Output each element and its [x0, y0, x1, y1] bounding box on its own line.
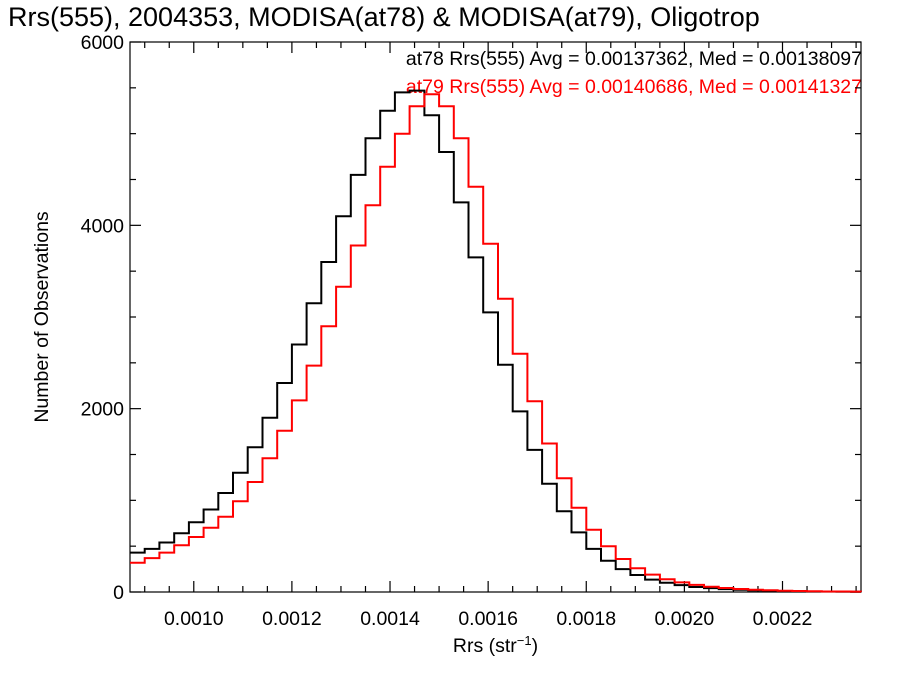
legend-entry-at78: at78 Rrs(555) Avg = 0.00137362, Med = 0.…	[405, 48, 862, 70]
series-at79-step-line	[130, 93, 862, 593]
x-tick-label: 0.0010	[164, 608, 224, 630]
plot-frame	[129, 41, 862, 593]
y-tick-label: 6000	[81, 32, 125, 54]
x-axis-label-exponent: −1	[517, 633, 532, 648]
chart-title: Rrs(555), 2004353, MODISA(at78) & MODISA…	[8, 2, 760, 32]
series-group	[130, 89, 862, 593]
x-tick-label: 0.0018	[556, 608, 616, 630]
y-tick-label: 2000	[81, 399, 125, 421]
x-tick-label: 0.0016	[458, 608, 518, 630]
x-tick-label: 0.0020	[655, 608, 715, 630]
axis-ticks: 0.0010 0.0012 0.0014 0.0016 0.0018 0.0020 0.00…	[81, 32, 861, 630]
x-tick-label: 0.0012	[262, 608, 322, 630]
legend-entry-at79: at79 Rrs(555) Avg = 0.00140686, Med = 0.…	[405, 76, 862, 98]
series-at78-step-line	[130, 89, 861, 593]
x-axis-label: Rrs (str−1)	[453, 633, 538, 657]
y-tick-label: 4000	[81, 215, 125, 237]
x-tick-label: 0.0014	[360, 608, 420, 630]
y-tick-label: 0	[113, 582, 124, 604]
x-tick-label: 0.0022	[753, 608, 813, 630]
y-axis-label: Number of Observations	[31, 211, 53, 423]
